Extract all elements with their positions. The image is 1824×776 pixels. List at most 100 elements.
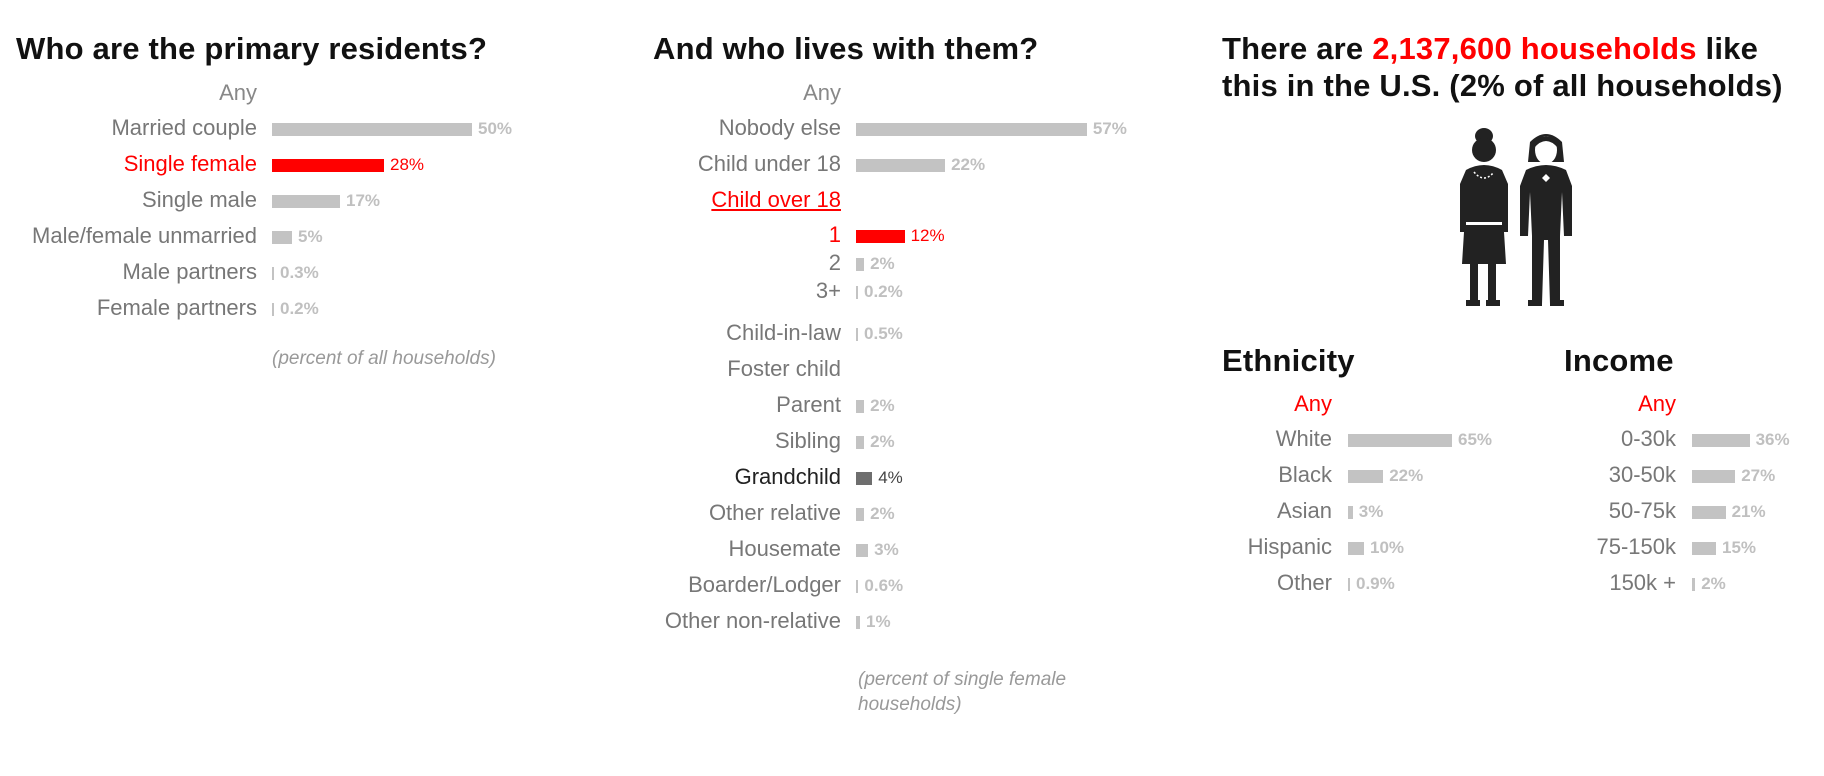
primary-value-label: 5% (298, 227, 323, 246)
income-value-label: 2% (1701, 574, 1726, 593)
lives-with-any-filter[interactable]: Any (803, 80, 841, 105)
primary-residents-title: Who are the primary residents? (16, 31, 488, 66)
primary-any-filter[interactable]: Any (219, 80, 257, 105)
lives-with-label[interactable]: Nobody else (718, 115, 841, 140)
primary-label[interactable]: Male/female unmarried (32, 223, 257, 248)
lives-with-label[interactable]: Boarder/Lodger (688, 572, 841, 597)
primary-label[interactable]: Single male (142, 187, 257, 212)
ethnicity-label[interactable]: Other (1276, 570, 1332, 595)
lives-with-label[interactable]: Child under 18 (697, 151, 841, 176)
lives-with-label[interactable]: Child over 18 (711, 187, 841, 212)
ethnicity-label[interactable]: White (1275, 426, 1332, 451)
ethnicity-title: Ethnicity (1222, 343, 1355, 378)
primary-note: (percent of all households) (272, 348, 496, 369)
ethnicity-label[interactable]: Asian (1276, 498, 1332, 523)
lives-with-bar (856, 400, 865, 413)
summary-line2: this in the U.S. (2% of all households) (1222, 68, 1783, 103)
ethnicity-bar (1348, 434, 1452, 447)
lives-with-label[interactable]: 3+ (815, 278, 841, 303)
income-bar (1692, 434, 1750, 447)
lives-with-label[interactable]: Child-in-law (726, 320, 841, 345)
lives-with-panel: And who lives with them? Any Nobody else… (653, 0, 1213, 776)
primary-value-label: 0.3% (280, 263, 319, 282)
summary-headline: There are 2,137,600 households like this… (1222, 30, 1822, 104)
lives-with-label[interactable]: Parent (776, 392, 841, 417)
lives-with-label[interactable]: Other non-relative (664, 608, 841, 633)
lives-with-title: And who lives with them? (653, 31, 1039, 66)
lives-with-value-label: 0.5% (864, 324, 903, 343)
primary-label[interactable]: Single female (123, 151, 257, 176)
lives-with-value-label: 12% (910, 226, 945, 245)
income-label[interactable]: 0-30k (1620, 426, 1676, 451)
lives-with-note-line1: (percent of single female (858, 669, 1067, 690)
ethnicity-value-label: 22% (1389, 466, 1424, 485)
lives-with-value-label: 0.6% (864, 576, 904, 595)
income-value-label: 21% (1731, 502, 1766, 521)
primary-bar (272, 303, 274, 316)
lives-with-bar (856, 328, 859, 341)
primary-bar (272, 267, 274, 280)
lives-with-bar (856, 123, 1087, 136)
income-title: Income (1564, 343, 1674, 378)
income-value-label: 15% (1722, 538, 1757, 557)
income-bar (1692, 470, 1736, 483)
lives-with-label[interactable]: Grandchild (734, 464, 841, 489)
lives-with-bar (856, 159, 946, 172)
ethnicity-label[interactable]: Black (1278, 462, 1332, 487)
ethnicity-bar (1348, 470, 1384, 483)
lives-with-bar (856, 230, 905, 243)
lives-with-label[interactable]: 2 (828, 250, 841, 275)
lives-with-label[interactable]: Sibling (774, 428, 841, 453)
lives-with-value-label: 2% (870, 396, 895, 415)
lives-with-bar (856, 580, 859, 593)
ethnicity-value-label: 0.9% (1356, 574, 1395, 593)
lives-with-note-line2: households) (858, 694, 962, 715)
lives-with-bar (856, 436, 865, 449)
primary-value-label: 50% (478, 119, 513, 138)
lives-with-bar (856, 258, 865, 271)
primary-bar (272, 159, 384, 172)
primary-value-label: 28% (390, 155, 425, 174)
ethnicity-bar (1348, 542, 1364, 555)
ethnicity-value-label: 65% (1458, 430, 1493, 449)
primary-label[interactable]: Female partners (96, 295, 257, 320)
income-value-label: 36% (1755, 430, 1790, 449)
lives-with-value-label: 22% (951, 155, 986, 174)
lives-with-value-label: 2% (870, 254, 895, 273)
summary-suffix: like (1696, 31, 1759, 66)
lives-with-bar (856, 472, 873, 485)
ethnicity-bar (1348, 578, 1350, 591)
household-count: 2,137,600 households (1372, 31, 1697, 66)
income-label[interactable]: 50-75k (1608, 498, 1676, 523)
two-women-icon (1460, 128, 1572, 306)
primary-bar (272, 195, 340, 208)
ethnicity-bar (1348, 506, 1353, 519)
primary-label[interactable]: Married couple (111, 115, 257, 140)
lives-with-label[interactable]: Housemate (728, 536, 841, 561)
lives-with-value-label: 2% (870, 504, 895, 523)
primary-bar (272, 231, 292, 244)
primary-value-label: 0.2% (280, 299, 319, 318)
lives-with-value-label: 1% (866, 612, 891, 631)
lives-with-value-label: 4% (878, 468, 903, 487)
lives-with-bar (856, 508, 865, 521)
lives-with-value-label: 57% (1092, 119, 1127, 138)
income-label[interactable]: 30-50k (1608, 462, 1676, 487)
income-label[interactable]: 150k + (1609, 570, 1676, 595)
primary-label[interactable]: Male partners (122, 259, 257, 284)
ethnicity-label[interactable]: Hispanic (1247, 534, 1332, 559)
lives-with-label[interactable]: Foster child (727, 356, 841, 381)
lives-with-value-label: 3% (874, 540, 899, 559)
lives-with-value-label: 0.2% (864, 282, 903, 301)
lives-with-value-label: 2% (870, 432, 895, 451)
lives-with-label[interactable]: 1 (828, 222, 841, 247)
primary-value-label: 17% (346, 191, 381, 210)
ethnicity-any-filter[interactable]: Any (1294, 391, 1332, 416)
income-any-filter[interactable]: Any (1638, 391, 1676, 416)
lives-with-bar (856, 616, 861, 629)
lives-with-bar (856, 544, 869, 557)
lives-with-note: (percent of single female households) (858, 667, 1066, 717)
lives-with-label[interactable]: Other relative (708, 500, 841, 525)
income-label[interactable]: 75-150k (1596, 534, 1676, 559)
income-bar (1692, 542, 1716, 555)
